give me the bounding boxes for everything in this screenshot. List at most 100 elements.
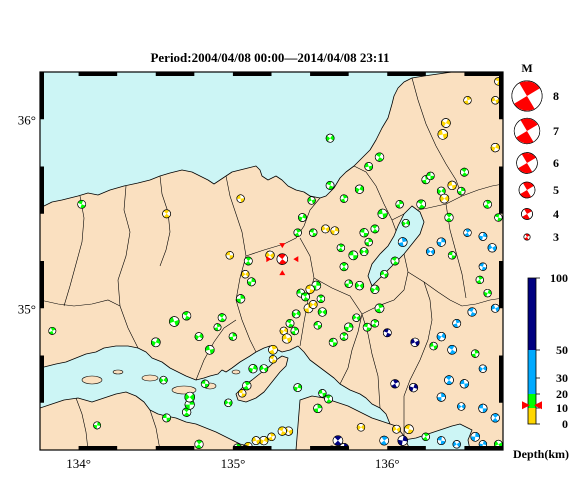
earthquake-event: [77, 199, 87, 209]
kii-peninsula: [295, 395, 411, 450]
depth-tick-label: 100: [550, 271, 568, 285]
earthquake-event: [307, 196, 316, 205]
earthquake-event: [248, 364, 258, 374]
earthquake-event: [354, 281, 365, 291]
highlighted-event: [266, 243, 299, 276]
highlight-arrow: [293, 256, 299, 263]
earthquake-event: [325, 181, 335, 190]
magnitude-legend-label: 5: [553, 183, 559, 197]
earthquake-event: [332, 435, 344, 446]
depth-marker-left: [522, 401, 530, 410]
earthquake-event: [150, 337, 161, 348]
earthquake-event: [364, 237, 373, 247]
magnitude-legend-label: 4: [553, 207, 559, 221]
earthquake-event: [374, 303, 385, 314]
earthquake-event: [318, 389, 327, 398]
earthquake-event: [475, 275, 484, 285]
earthquake-event: [354, 184, 365, 194]
earthquake-event: [184, 391, 195, 403]
longitude-tick-label: 136°: [375, 456, 400, 471]
earthquake-event: [452, 319, 462, 328]
magnitude-legend-symbol: [511, 80, 543, 112]
earthquake-event: [359, 247, 369, 256]
earthquake-event: [447, 344, 457, 355]
earthquake-event: [467, 307, 477, 317]
magnitude-legend-label: 6: [553, 156, 559, 170]
earthquake-event: [429, 341, 438, 351]
earthquake-event: [291, 309, 301, 319]
earthquake-event: [242, 381, 252, 391]
earthquake-event: [374, 152, 385, 162]
earthquake-event: [483, 199, 492, 209]
earthquake-event: [213, 323, 222, 332]
earthquake-event: [313, 321, 322, 330]
earthquake-event: [478, 364, 488, 373]
earthquake-event: [344, 322, 354, 332]
highlighted-event-beachball: [276, 253, 288, 265]
earthquake-event: [410, 337, 420, 347]
earthquake-event: [447, 251, 457, 260]
earthquake-event: [347, 449, 360, 462]
latitude-tick-label: 35°: [18, 301, 36, 316]
earthquake-event: [490, 303, 500, 313]
earthquake-event: [478, 232, 488, 241]
map-frame: [39, 71, 504, 465]
earthquake-event: [362, 322, 372, 332]
depth-tick-label: 0: [562, 417, 568, 431]
earthquake-event: [277, 426, 287, 436]
earthquake-event: [452, 440, 461, 449]
earthquake-event: [436, 332, 446, 342]
magnitude-legend-label: 8: [553, 89, 559, 103]
earthquake-event: [426, 247, 435, 256]
earthquake-event: [397, 435, 408, 446]
earthquake-event: [224, 398, 233, 407]
earthquake-event: [268, 344, 278, 355]
magnitude-legend-title: M: [521, 61, 532, 75]
earthquake-event: [460, 167, 469, 177]
earthquake-event: [457, 186, 466, 196]
earthquake-event: [494, 213, 503, 222]
earthquake-event: [421, 432, 430, 441]
earthquake-event: [354, 454, 365, 465]
earthquake-event: [370, 284, 380, 294]
earthquake-event: [325, 133, 335, 143]
earthquake-event: [241, 270, 250, 279]
earthquake-event: [348, 250, 359, 261]
earthquake-event: [382, 328, 392, 338]
earthquake-event: [204, 344, 215, 355]
earthquake-event: [436, 392, 446, 402]
magnitude-legend-label: 7: [553, 124, 559, 138]
lake-biwa: [367, 205, 425, 287]
earthquake-event: [339, 194, 349, 203]
earthquake-event: [268, 355, 278, 364]
magnitude-legend: M 8 7 6 5 4 3: [511, 61, 559, 244]
highlight-arrow: [279, 243, 286, 249]
earthquake-event: [247, 277, 256, 287]
map-frame-scale-bars: [40, 72, 503, 450]
earthquake-event: [324, 394, 333, 404]
earthquake-event: [217, 313, 227, 323]
earthquake-event: [478, 403, 488, 413]
earthquake-event: [463, 228, 472, 237]
earthquake-event: [251, 436, 261, 445]
latitude-tick-label: 36°: [18, 112, 36, 127]
depth-tick-label: 50: [556, 343, 568, 357]
earthquake-event: [339, 262, 349, 272]
earthquake-event: [463, 96, 472, 105]
earthquake-event: [397, 237, 408, 247]
earthquake-event: [336, 243, 346, 252]
earthquake-event: [328, 337, 338, 347]
earthquake-event: [444, 212, 454, 223]
earthquake-event: [490, 413, 500, 423]
earthquake-event: [390, 379, 400, 389]
earthquake-event: [444, 375, 454, 385]
depth-tick-label: 10: [556, 401, 568, 415]
earthquake-event: [356, 423, 366, 432]
earthquake-event: [93, 421, 102, 430]
earthquake-event: [159, 375, 168, 385]
earthquake-event: [359, 228, 369, 238]
earthquake-event: [395, 200, 404, 209]
longitude-tick-label: 134°: [66, 456, 91, 471]
